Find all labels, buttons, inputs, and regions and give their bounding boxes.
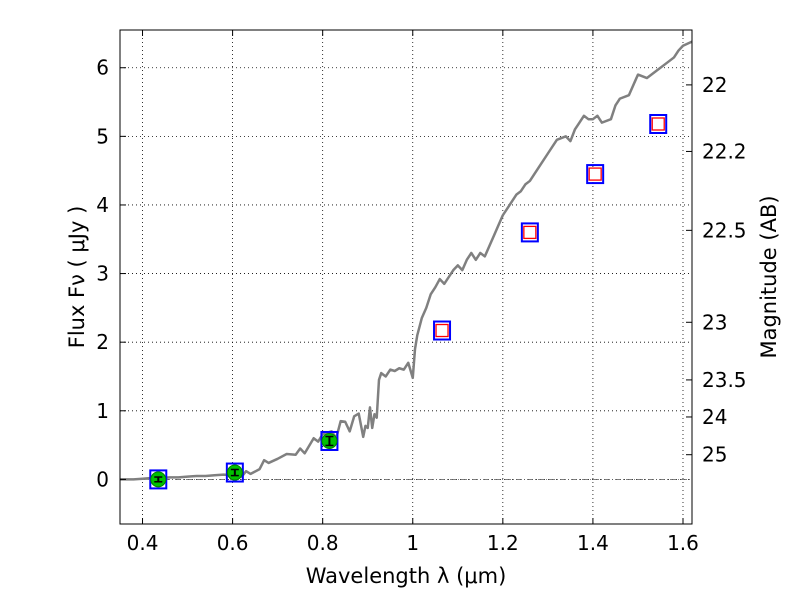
plot-frame xyxy=(119,29,693,525)
y2-tick-label: 22.5 xyxy=(702,218,747,242)
observed-limit-marker xyxy=(651,117,665,131)
y2-tick-label: 23.5 xyxy=(702,368,747,392)
y-tick-label: 1 xyxy=(96,399,109,423)
observed-limit-marker xyxy=(523,225,537,240)
model-point-marker xyxy=(649,113,668,134)
model-point-marker xyxy=(433,320,452,341)
y-tick-label: 6 xyxy=(96,56,109,80)
x-tick-label: 0.8 xyxy=(307,531,339,555)
model-point-marker xyxy=(520,222,539,243)
spectrum-line xyxy=(120,40,693,481)
x-tick-label: 1 xyxy=(406,531,419,555)
model-point-marker xyxy=(586,164,605,185)
y-axis-title: Flux Fν ( μJy ) xyxy=(65,206,89,349)
y-tick-label: 5 xyxy=(96,124,109,148)
x-tick-label: 1.4 xyxy=(577,531,609,555)
observed-limit-marker xyxy=(435,323,449,338)
y2-tick-label: 22.2 xyxy=(702,139,747,163)
y2-axis-title: Magnitude (AB) xyxy=(757,195,781,358)
x-tick-label: 1.6 xyxy=(667,531,699,555)
y-tick-label: 2 xyxy=(96,330,109,354)
data-layer xyxy=(120,40,693,490)
x-axis-title: Wavelength λ (μm) xyxy=(306,564,507,588)
y-tick-label: 0 xyxy=(96,467,109,491)
y2-tick-label: 23 xyxy=(702,310,727,334)
y2-tick-label: 22 xyxy=(702,73,727,97)
y-tick-label: 4 xyxy=(96,193,109,217)
y2-tick-label: 24 xyxy=(702,405,727,429)
observed-limit-marker xyxy=(588,167,602,181)
x-tick-label: 0.6 xyxy=(217,531,249,555)
ticks: 0.4 0.6 0.8 1 1.2 1.4 1.601234562222.222.52323… xyxy=(96,30,747,555)
y-tick-label: 3 xyxy=(96,262,109,286)
x-tick-label: 1.2 xyxy=(487,531,519,555)
y2-tick-label: 25 xyxy=(702,443,727,467)
x-tick-label: 0.4 xyxy=(127,531,159,555)
